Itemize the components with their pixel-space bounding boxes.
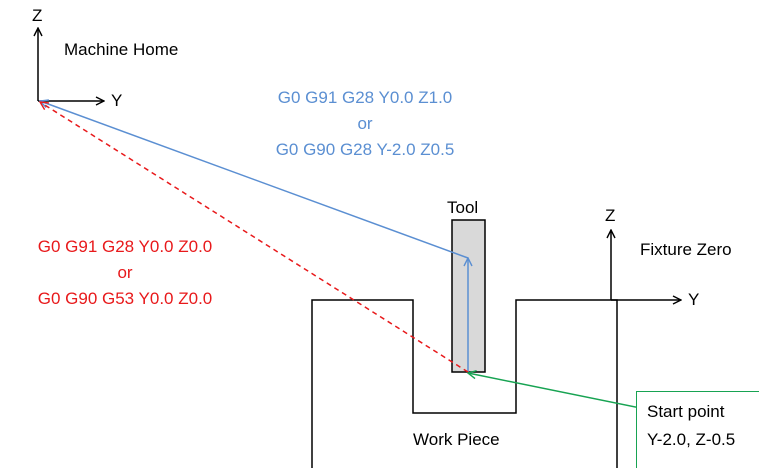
- red-command-or: or: [117, 263, 133, 282]
- red-command-2: G0 G90 G53 Y0.0 Z0.0: [37, 289, 213, 308]
- blue-path-diagonal: [40, 101, 469, 259]
- fixture-zero-y-label: Y: [688, 290, 700, 309]
- start-point-line2: Y-2.0, Z-0.5: [647, 430, 736, 449]
- machine-home-label: Machine Home: [64, 40, 179, 59]
- fixture-zero-z-label: Z: [605, 206, 616, 225]
- blue-command-1: G0 G91 G28 Y0.0 Z1.0: [277, 88, 453, 107]
- blue-command-or: or: [357, 114, 373, 133]
- red-command-1: G0 G91 G28 Y0.0 Z0.0: [37, 237, 213, 256]
- machine-home-z-label: Z: [32, 6, 43, 25]
- blue-commands: G0 G91 G28 Y0.0 Z1.0 or G0 G90 G28 Y-2.0…: [230, 88, 500, 160]
- work-piece-outline: [311, 299, 618, 468]
- machine-home-y-label: Y: [111, 91, 123, 110]
- fixture-zero-label: Fixture Zero: [640, 240, 732, 259]
- blue-command-2: G0 G90 G28 Y-2.0 Z0.5: [275, 140, 455, 159]
- start-point-line1: Start point: [647, 402, 725, 421]
- red-dashed-path: [40, 102, 469, 373]
- work-piece-label: Work Piece: [413, 430, 500, 449]
- tool-label: Tool: [447, 198, 479, 217]
- red-commands: G0 G91 G28 Y0.0 Z0.0 or G0 G90 G53 Y0.0 …: [0, 237, 250, 309]
- start-point-callout: Start point Y-2.0, Z-0.5: [636, 391, 759, 468]
- green-start-leader: [468, 373, 661, 413]
